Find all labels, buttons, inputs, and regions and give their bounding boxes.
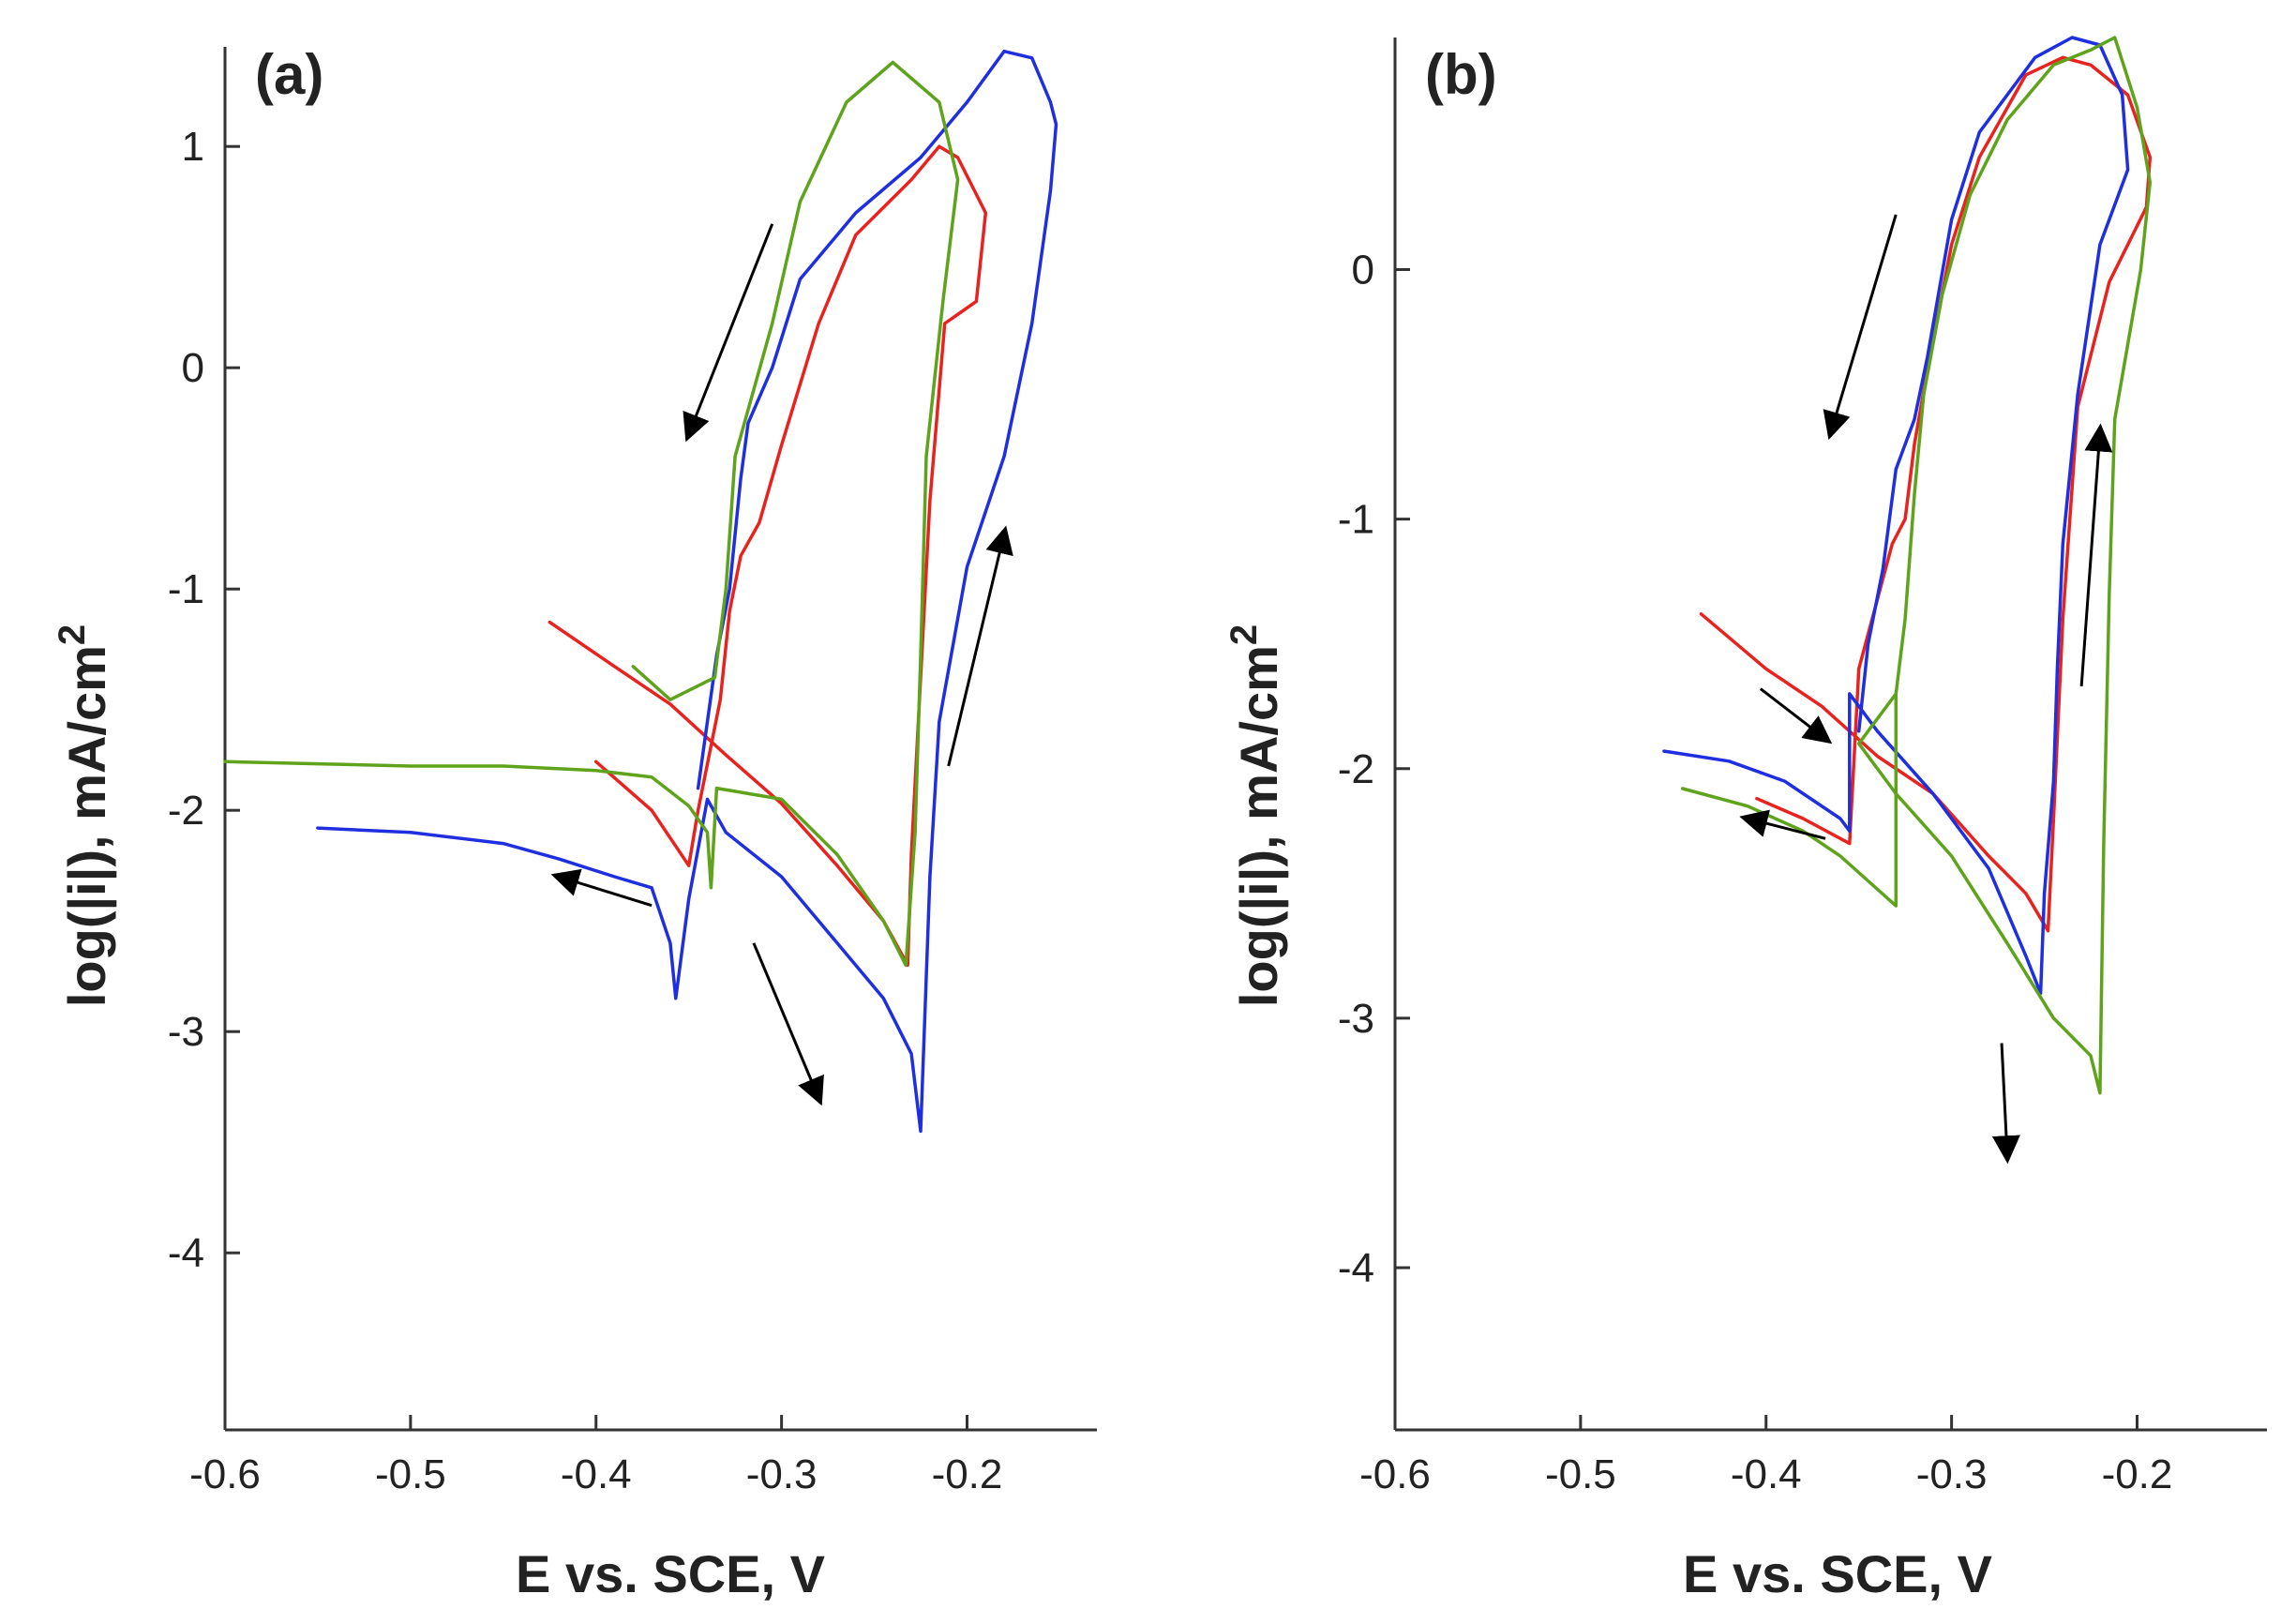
panel-b-y-axis-title-main: log(|i|), mA/cm [1229,645,1289,1007]
panel-a-direction-arrow [752,942,824,1106]
panel-a-x-tick-label: -0.4 [561,1451,632,1497]
panel-b-x-axis-title: E vs. SCE, V [1683,1544,1992,1603]
panel-b-x-tick-label: -0.2 [2102,1451,2173,1497]
panel-a-y-axis-title-main: log(|i|), mA/cm [57,645,117,1007]
panel-b-x-tick-label: -0.6 [1359,1451,1431,1497]
panel-b-direction-arrow [1739,809,1826,840]
panel-a-direction-arrow [683,223,774,443]
panel-a-series-group [223,49,1058,1134]
panel-a-y-axis-title: log(|i|), mA/cm2 [52,624,117,1007]
panel-b-x-tick-label: -0.4 [1731,1451,1802,1497]
panel-b-y-tick-label: -1 [1338,497,1374,543]
panel-a-direction-arrow [947,525,1013,767]
panel-b-direction-arrow [2079,423,2113,687]
panel-a-series-green [223,60,960,968]
panel-a-arrow-group [550,223,1013,1106]
panel-b-direction-arrow [1823,214,1898,441]
panel-a-series-blue [316,49,1058,1134]
panel-a-chart: -0.6 -0.5 -0.4 -0.3 -0.2 1 0 -1 -2 -3 -4 (a) E vs.… [52,43,1097,1603]
panel-a-x-tick-label: -0.6 [189,1451,261,1497]
panel-b-axes: -0.6 -0.5 -0.4 -0.3 -0.2 0 -1 -2 -3 -4 [1338,38,2267,1497]
panel-b-chart: -0.6 -0.5 -0.4 -0.3 -0.2 0 -1 -2 -3 -4 (b) E vs. … [1223,36,2267,1603]
panel-a-y-tick-label: 1 [182,124,204,170]
panel-a-series-red [548,144,988,968]
panel-b-y-tick-label: -4 [1338,1245,1374,1291]
panel-a-y-tick-label: -4 [168,1230,204,1276]
panel-a-y-axis-title-sup: 2 [52,624,93,645]
panel-b-y-axis-title: log(|i|), mA/cm2 [1223,624,1289,1007]
panel-b-direction-arrow [1991,1043,2020,1165]
panel-b-series-blue [1662,36,2130,996]
panel-b-y-axis-title-sup: 2 [1223,624,1265,645]
panel-b-label: (b) [1425,43,1497,106]
panel-a-x-tick-label: -0.5 [375,1451,446,1497]
panel-b-series-red [1699,55,2153,933]
panel-a-x-tick-label: -0.3 [746,1451,818,1497]
panel-b-direction-arrow [1759,687,1833,744]
panel-a-direction-arrow [550,868,653,908]
panel-a-axes: -0.6 -0.5 -0.4 -0.3 -0.2 1 0 -1 -2 -3 -4 [168,47,1097,1497]
panel-b-series-group [1662,36,2153,1095]
panel-a-y-tick-label: -3 [168,1009,204,1055]
panel-b-y-tick-label: -3 [1338,996,1374,1042]
panel-b-x-tick-label: -0.3 [1916,1451,1988,1497]
panel-a-x-tick-label: -0.2 [932,1451,1003,1497]
panel-a-y-tick-label: -1 [168,566,204,612]
panel-b-y-tick-label: 0 [1352,248,1374,293]
panel-a-y-tick-label: -2 [168,788,204,834]
panel-a-y-tick-label: 0 [182,345,204,391]
panel-b-y-tick-label: -2 [1338,746,1374,792]
panel-a-label: (a) [255,43,323,106]
panel-a-x-axis-title: E vs. SCE, V [516,1544,825,1603]
panel-b-series-green [1680,36,2153,1095]
panel-b-arrow-group [1739,214,2113,1165]
panel-b-x-tick-label: -0.5 [1545,1451,1616,1497]
